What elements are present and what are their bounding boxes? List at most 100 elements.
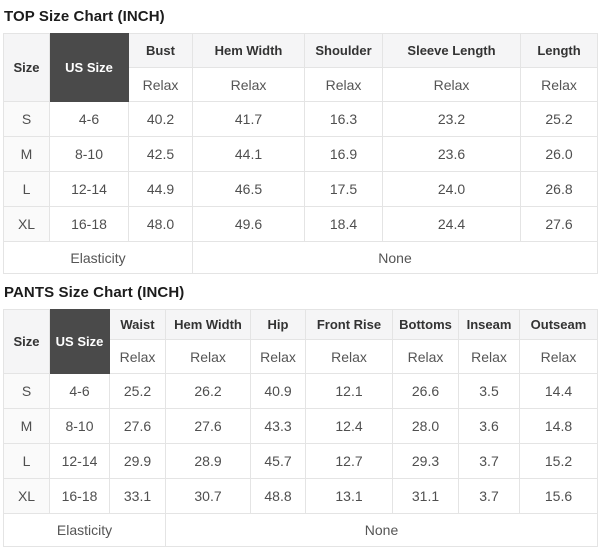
pants-fit-label-front-rise: Relax <box>305 339 393 374</box>
value-cell: 28.9 <box>165 443 251 479</box>
value-cell: 30.7 <box>165 478 251 514</box>
value-cell: 27.6 <box>109 408 166 444</box>
top-col-header-size: Size <box>3 33 50 102</box>
value-cell: 42.5 <box>128 136 193 172</box>
pants-fit-label-waist: Relax <box>109 339 166 374</box>
value-cell: 18.4 <box>304 206 383 242</box>
value-cell: 26.8 <box>520 171 598 207</box>
top-fit-label-bust: Relax <box>128 67 193 102</box>
value-cell: 12.7 <box>305 443 393 479</box>
value-cell: 25.2 <box>109 373 166 409</box>
top-fit-label-length: Relax <box>520 67 598 102</box>
pants-col-header-size: Size <box>3 309 50 374</box>
value-cell: 12.4 <box>305 408 393 444</box>
value-cell: 17.5 <box>304 171 383 207</box>
us-size-cell: 8-10 <box>49 408 110 444</box>
us-size-cell: 12-14 <box>49 171 129 207</box>
value-cell: 45.7 <box>250 443 306 479</box>
size-cell: M <box>3 136 50 172</box>
value-cell: 24.0 <box>382 171 521 207</box>
top-chart-title: TOP Size Chart (INCH) <box>4 8 165 25</box>
value-cell: 27.6 <box>520 206 598 242</box>
size-cell: S <box>3 101 50 137</box>
pants-col-header-inseam: Inseam <box>458 309 520 340</box>
value-cell: 14.4 <box>519 373 598 409</box>
value-cell: 23.2 <box>382 101 521 137</box>
pants-col-header-waist: Waist <box>109 309 166 340</box>
pants-fit-label-inseam: Relax <box>458 339 520 374</box>
top-col-header-length: Length <box>520 33 598 68</box>
value-cell: 12.1 <box>305 373 393 409</box>
top-fit-label-hem-width: Relax <box>192 67 305 102</box>
value-cell: 13.1 <box>305 478 393 514</box>
pants-col-header-hip: Hip <box>250 309 306 340</box>
pants-fit-label-hem-width: Relax <box>165 339 251 374</box>
value-cell: 27.6 <box>165 408 251 444</box>
pants-col-header-bottoms: Bottoms <box>392 309 459 340</box>
top-col-header-sleeve-length: Sleeve Length <box>382 33 521 68</box>
us-size-cell: 4-6 <box>49 373 110 409</box>
value-cell: 26.2 <box>165 373 251 409</box>
pants-row-xl: XL 16-18 33.1 30.7 48.8 13.1 31.1 3.7 15… <box>3 478 598 514</box>
value-cell: 3.5 <box>458 373 520 409</box>
value-cell: 29.9 <box>109 443 166 479</box>
pants-col-header-us-size: US Size <box>49 309 110 374</box>
top-col-header-shoulder: Shoulder <box>304 33 383 68</box>
pants-elasticity-row: Elasticity None <box>3 513 598 547</box>
pants-size-chart-table: Size US Size Waist Hem Width Hip Front R… <box>3 309 598 547</box>
top-row-l: L 12-14 44.9 46.5 17.5 24.0 26.8 <box>3 171 598 207</box>
size-cell: L <box>3 171 50 207</box>
value-cell: 15.6 <box>519 478 598 514</box>
pants-col-header-outseam: Outseam <box>519 309 598 340</box>
us-size-cell: 4-6 <box>49 101 129 137</box>
value-cell: 44.9 <box>128 171 193 207</box>
value-cell: 49.6 <box>192 206 305 242</box>
value-cell: 24.4 <box>382 206 521 242</box>
size-cell: XL <box>3 206 50 242</box>
top-elasticity-row: Elasticity None <box>3 241 598 274</box>
value-cell: 40.2 <box>128 101 193 137</box>
value-cell: 31.1 <box>392 478 459 514</box>
size-cell: S <box>3 373 50 409</box>
value-cell: 44.1 <box>192 136 305 172</box>
value-cell: 46.5 <box>192 171 305 207</box>
pants-row-l: L 12-14 29.9 28.9 45.7 12.7 29.3 3.7 15.… <box>3 443 598 479</box>
top-fit-label-shoulder: Relax <box>304 67 383 102</box>
top-row-xl: XL 16-18 48.0 49.6 18.4 24.4 27.6 <box>3 206 598 242</box>
top-fit-label-sleeve-length: Relax <box>382 67 521 102</box>
value-cell: 48.0 <box>128 206 193 242</box>
value-cell: 14.8 <box>519 408 598 444</box>
elasticity-label: Elasticity <box>3 513 166 547</box>
us-size-cell: 12-14 <box>49 443 110 479</box>
size-cell: L <box>3 443 50 479</box>
pants-row-m: M 8-10 27.6 27.6 43.3 12.4 28.0 3.6 14.8 <box>3 408 598 444</box>
us-size-cell: 16-18 <box>49 478 110 514</box>
size-cell: M <box>3 408 50 444</box>
value-cell: 3.7 <box>458 478 520 514</box>
pants-col-header-hem-width: Hem Width <box>165 309 251 340</box>
top-row-s: S 4-6 40.2 41.7 16.3 23.2 25.2 <box>3 101 598 137</box>
pants-fit-label-hip: Relax <box>250 339 306 374</box>
value-cell: 28.0 <box>392 408 459 444</box>
value-cell: 48.8 <box>250 478 306 514</box>
top-size-chart-table: Size US Size Bust Hem Width Shoulder Sle… <box>3 33 598 274</box>
value-cell: 41.7 <box>192 101 305 137</box>
value-cell: 26.6 <box>392 373 459 409</box>
top-row-m: M 8-10 42.5 44.1 16.9 23.6 26.0 <box>3 136 598 172</box>
us-size-cell: 16-18 <box>49 206 129 242</box>
value-cell: 16.9 <box>304 136 383 172</box>
value-cell: 15.2 <box>519 443 598 479</box>
value-cell: 3.6 <box>458 408 520 444</box>
elasticity-value: None <box>192 241 598 274</box>
elasticity-value: None <box>165 513 598 547</box>
value-cell: 16.3 <box>304 101 383 137</box>
value-cell: 23.6 <box>382 136 521 172</box>
pants-fit-label-bottoms: Relax <box>392 339 459 374</box>
top-col-header-hem-width: Hem Width <box>192 33 305 68</box>
value-cell: 26.0 <box>520 136 598 172</box>
value-cell: 33.1 <box>109 478 166 514</box>
value-cell: 29.3 <box>392 443 459 479</box>
elasticity-label: Elasticity <box>3 241 193 274</box>
size-cell: XL <box>3 478 50 514</box>
pants-chart-title: PANTS Size Chart (INCH) <box>4 284 185 301</box>
